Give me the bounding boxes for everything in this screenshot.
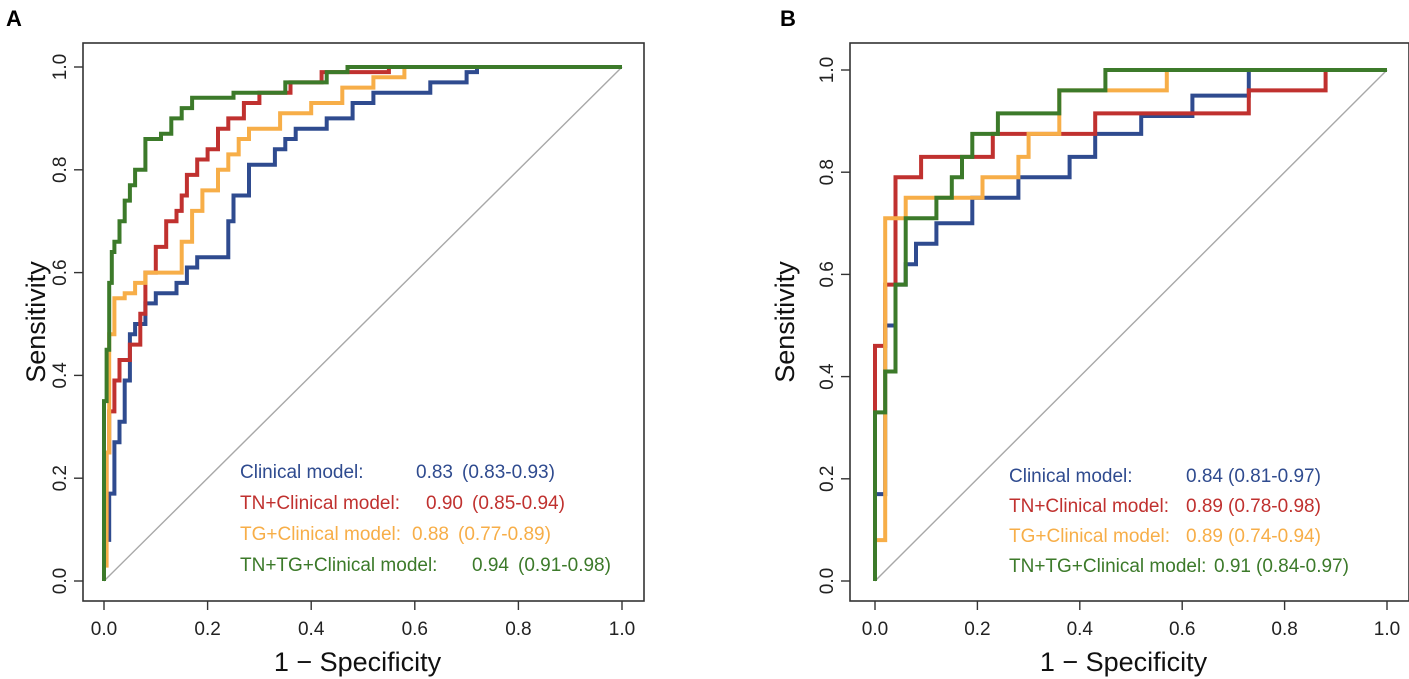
legend-ci-b: (0.74-0.94) (1228, 526, 1321, 547)
legend-auc-value-a: 0.83 (416, 462, 453, 483)
roc-curve-clinical-model-a (102, 65, 622, 581)
legend-ci-b: (0.78-0.98) (1228, 496, 1321, 517)
reference-diagonal-a (103, 66, 623, 582)
y-tick-label-a: 0.0 (50, 568, 71, 594)
x-tick-label-b: 0.2 (964, 619, 990, 640)
y-tick-label-b: 0.4 (817, 363, 838, 390)
x-tick-label-a: 0.6 (402, 619, 428, 640)
x-tick-label-a: 1.0 (609, 619, 635, 640)
legend-auc-value-a: 0.94 (472, 555, 509, 576)
legend-label-b: Clinical model: (1009, 466, 1133, 487)
legend-ci-b: (0.84-0.97) (1256, 556, 1349, 577)
x-tick-label-b: 0.0 (862, 619, 888, 640)
legend-label-a: TN+TG+Clinical model: (240, 555, 437, 576)
legend-label-b: TN+Clinical model: (1009, 496, 1169, 517)
roc-curve-tn-tg-clinical-model-a (102, 65, 622, 581)
legend-auc-value-b: 0.89 (1186, 496, 1223, 517)
x-tick-label-a: 0.4 (298, 619, 325, 640)
plot-frame-a (82, 42, 645, 602)
y-axis-title-b: Sensitivity (770, 261, 800, 383)
legend-label-b: TG+Clinical model: (1009, 526, 1170, 547)
legend-auc-value-a: 0.88 (412, 524, 449, 545)
legend-auc-value-a: 0.90 (426, 493, 463, 514)
y-tick-label-a: 1.0 (50, 54, 71, 80)
x-tick-label-b: 0.4 (1067, 619, 1094, 640)
x-axis-title-b: 1 − Specificity (1040, 647, 1208, 677)
y-tick-label-b: 1.0 (817, 57, 838, 83)
x-tick-label-b: 0.6 (1169, 619, 1195, 640)
legend-auc-value-b: 0.89 (1186, 526, 1223, 547)
roc-panel-b: B 0.0 0.2 0.4 0.6 0.8 1.0 0.0 0.2 0.4 0.6 0.8 1.0 1 −… (770, 6, 1409, 677)
x-tick-label-b: 0.8 (1271, 619, 1297, 640)
y-tick-label-b: 0.2 (817, 466, 838, 492)
legend-label-a: TG+Clinical model: (240, 524, 401, 545)
legend-ci-a: (0.83-0.93) (462, 462, 555, 483)
legend-ci-a: (0.85-0.94) (472, 493, 565, 514)
x-tick-label-a: 0.8 (505, 619, 531, 640)
reference-diagonal-b (874, 69, 1388, 582)
legend-ci-a: (0.77-0.89) (458, 524, 551, 545)
roc-curve-tn-tg-clinical-model-b (873, 68, 1387, 581)
legend-ci-a: (0.91-0.98) (518, 555, 611, 576)
y-tick-label-a: 0.4 (50, 362, 71, 389)
legend-label-b: TN+TG+Clinical model: (1009, 556, 1206, 577)
panel-label-b: B (780, 6, 796, 31)
y-tick-label-b: 0.8 (817, 159, 838, 185)
legend-auc-value-b: 0.91 (1214, 556, 1251, 577)
roc-curve-tn-clinical-model-a (102, 65, 622, 581)
x-tick-label-a: 0.0 (91, 619, 117, 640)
legend-label-a: TN+Clinical model: (240, 493, 400, 514)
x-axis-title-a: 1 − Specificity (274, 647, 442, 677)
panel-label-a: A (6, 6, 22, 31)
legend-label-a: Clinical model: (240, 462, 364, 483)
y-tick-label-a: 0.2 (50, 465, 71, 491)
legend-ci-b: (0.81-0.97) (1228, 466, 1321, 487)
roc-panel-a: A 0.0 0.2 0.4 0.6 0.8 1.0 0.0 0.2 0.4 0.6 0.8 1.0 1 −… (6, 6, 645, 677)
y-axis-title-a: Sensitivity (21, 261, 51, 383)
x-tick-label-a: 0.2 (194, 619, 220, 640)
roc-curve-tg-clinical-model-a (102, 65, 622, 581)
y-tick-label-b: 0.0 (817, 568, 838, 594)
legend-auc-value-b: 0.84 (1186, 466, 1223, 487)
plot-frame-b (849, 42, 1409, 602)
y-tick-label-a: 0.6 (50, 259, 71, 285)
y-tick-label-a: 0.8 (50, 157, 71, 183)
x-tick-label-b: 1.0 (1374, 619, 1400, 640)
y-tick-label-b: 0.6 (817, 261, 838, 287)
